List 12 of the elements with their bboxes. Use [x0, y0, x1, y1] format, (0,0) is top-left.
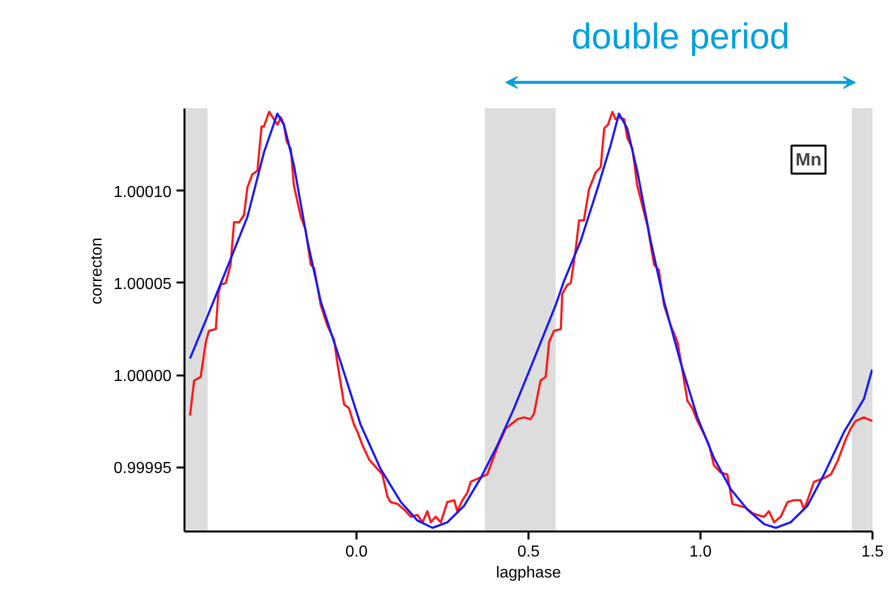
annotation: Mn	[796, 150, 822, 170]
y-tick-label: 1.00005	[114, 276, 172, 293]
x-axis-title: lagphase	[496, 564, 562, 582]
x-tick-label: 0.0	[345, 544, 368, 560]
x-tick-label: 1.5	[861, 544, 884, 560]
y-tick-label: 1.00010	[114, 184, 172, 201]
y-tick-label: 1.00000	[114, 368, 172, 386]
x-tick-label: 0.5	[517, 544, 540, 560]
x-tick-label: 1.0	[689, 544, 712, 560]
text: double period	[571, 16, 790, 57]
y-axis-title: correcton	[88, 238, 106, 304]
y-tick-label: 0.99995	[114, 460, 172, 478]
